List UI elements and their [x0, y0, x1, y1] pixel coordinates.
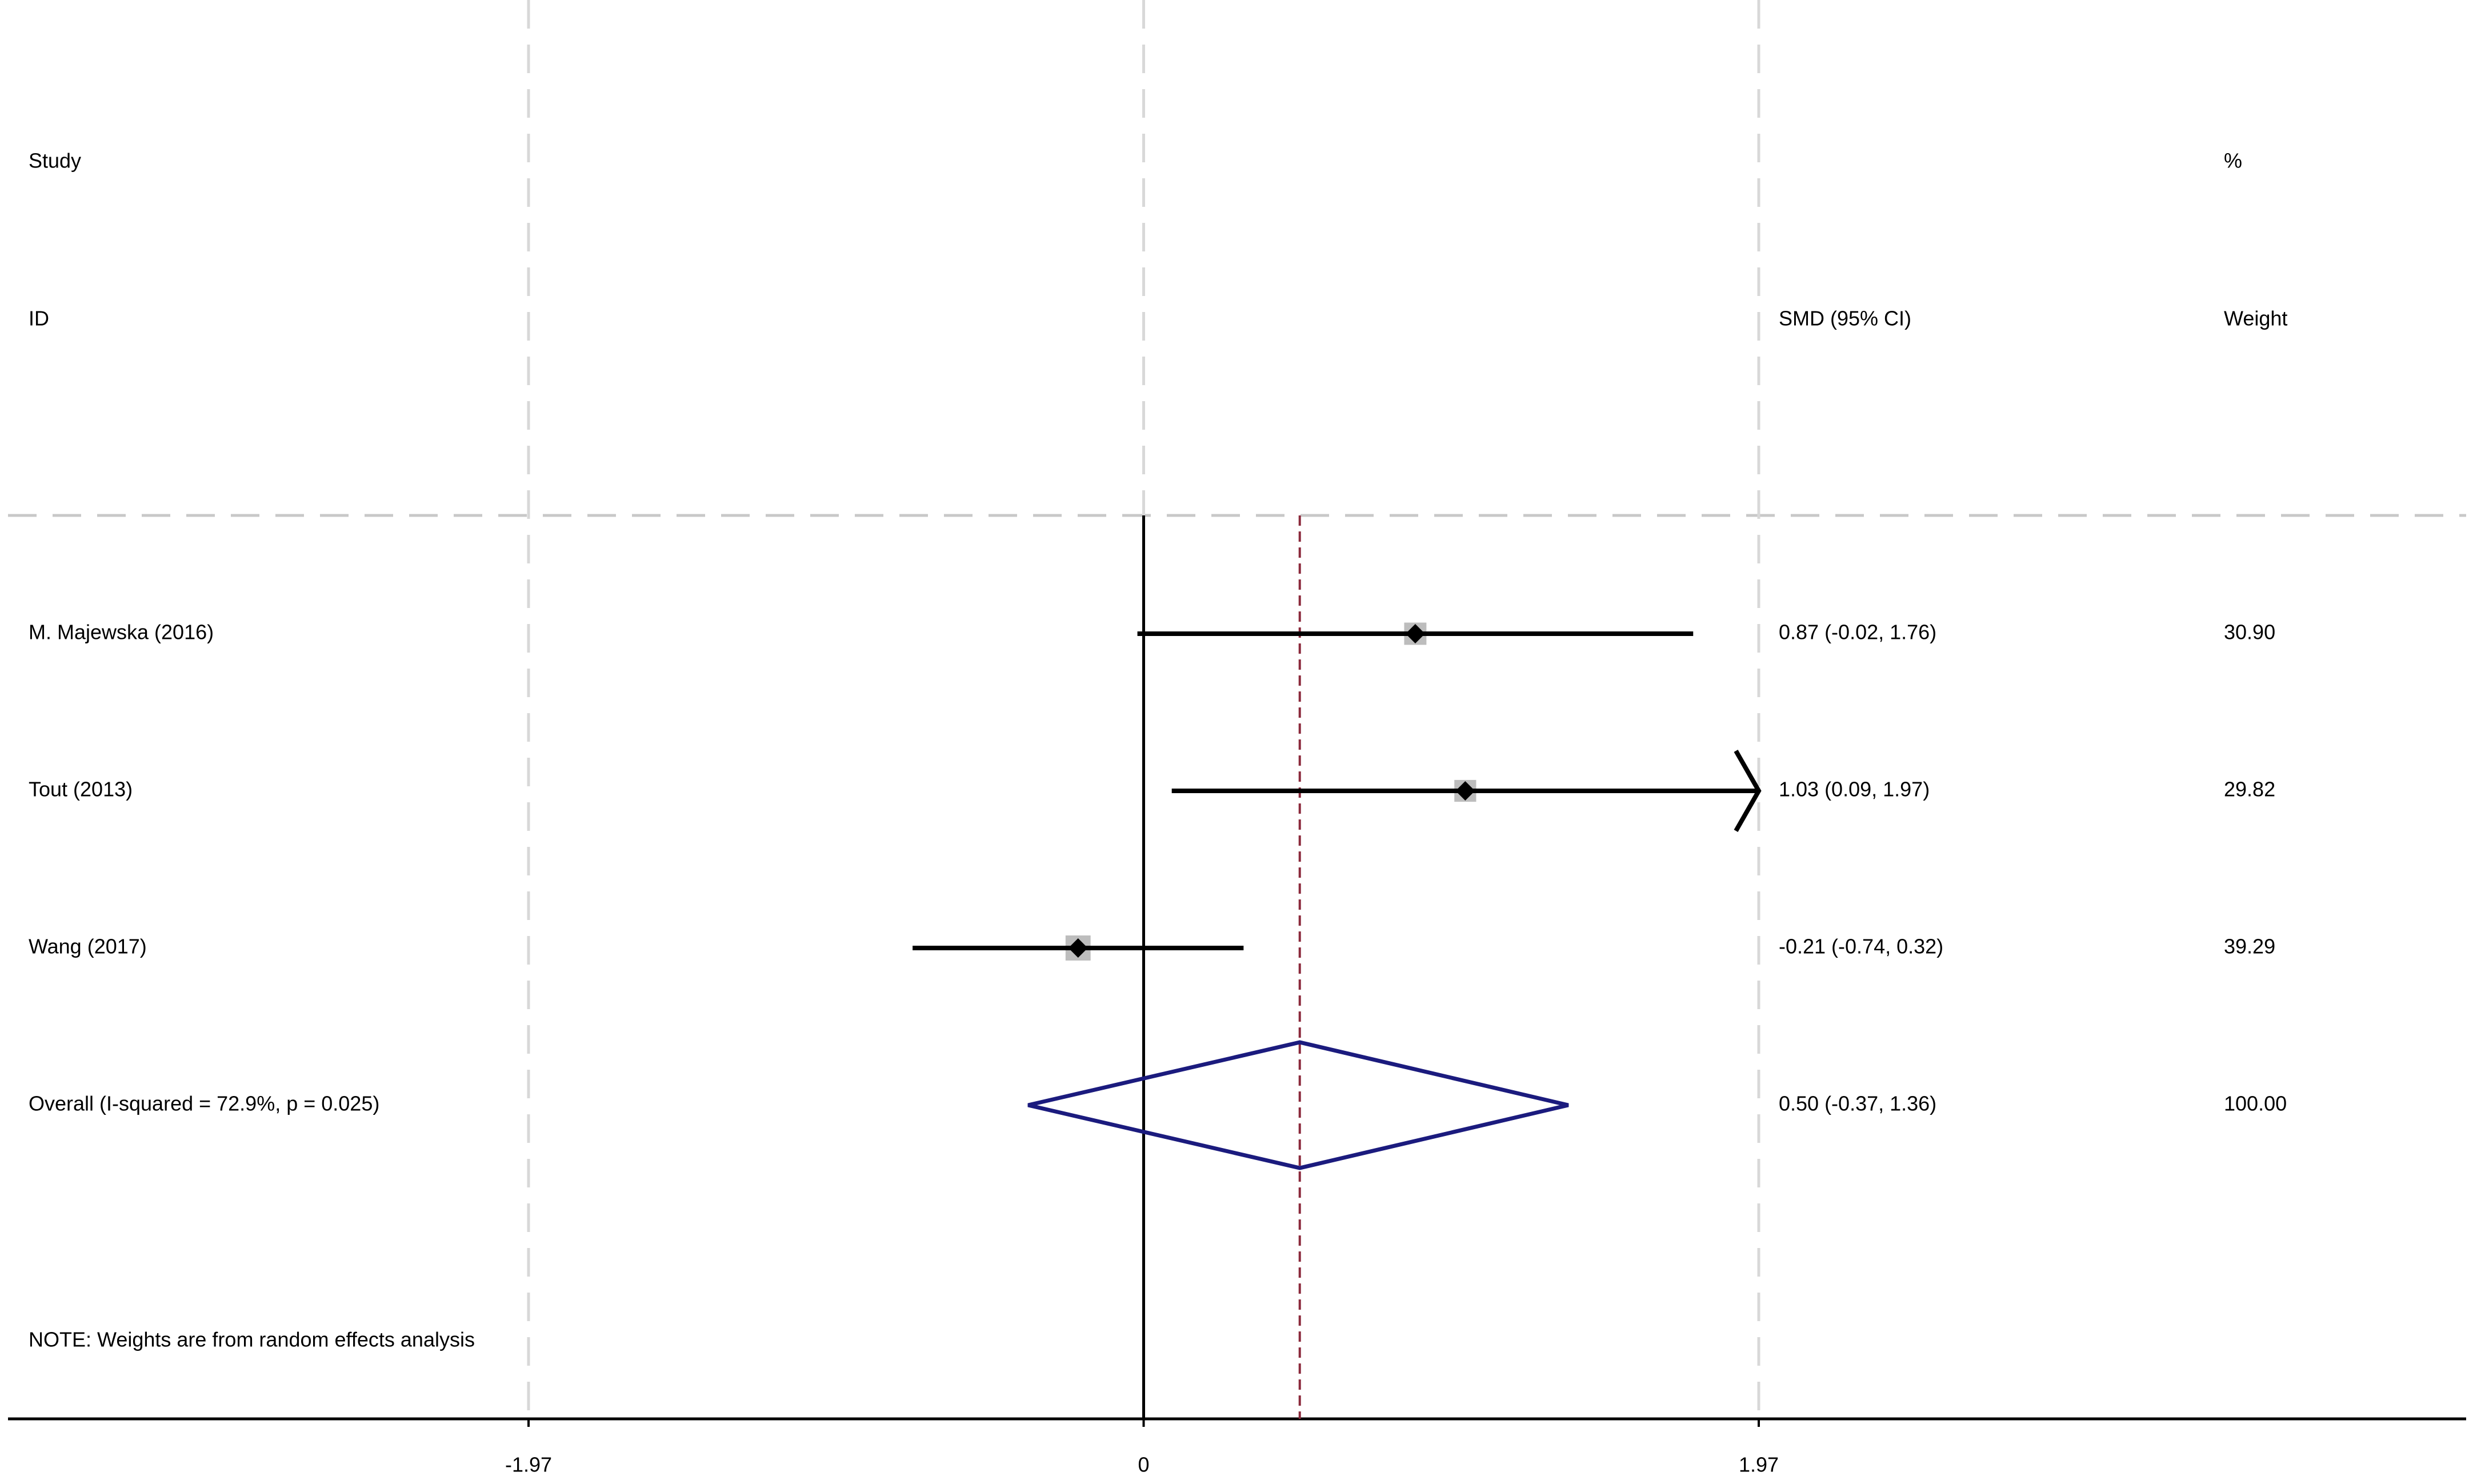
x-tick-label: 0 — [1138, 1453, 1149, 1477]
overall-diamond — [1027, 1040, 1569, 1170]
weight-label: 39.29 — [2224, 935, 2275, 958]
weight-label: 30.90 — [2224, 621, 2275, 644]
column-header: % — [2224, 149, 2242, 173]
column-header: Study — [29, 149, 81, 173]
study-label: Wang (2017) — [29, 935, 147, 958]
point-estimate — [1405, 624, 1425, 643]
overall-label: Overall (I-squared = 72.9%, p = 0.025) — [29, 1092, 379, 1115]
weight-label: 29.82 — [2224, 778, 2275, 801]
point-estimate — [1068, 938, 1088, 958]
effect-label: 0.50 (-0.37, 1.36) — [1779, 1092, 1936, 1115]
note: NOTE: Weights are from random effects an… — [29, 1328, 475, 1351]
study-label: Tout (2013) — [29, 778, 133, 801]
column-header: Weight — [2224, 307, 2287, 330]
point-estimate — [1455, 781, 1475, 801]
x-tick-label: 1.97 — [1739, 1453, 1779, 1477]
study-label: M. Majewska (2016) — [29, 621, 214, 644]
effect-label: 0.87 (-0.02, 1.76) — [1779, 621, 1936, 644]
column-header: ID — [29, 307, 49, 330]
effect-label: -0.21 (-0.74, 0.32) — [1779, 935, 1943, 958]
ci-arrow — [1734, 750, 1762, 832]
column-header: SMD (95% CI) — [1779, 307, 1911, 330]
weight-label: 100.00 — [2224, 1092, 2287, 1115]
x-tick-label: -1.97 — [505, 1453, 552, 1477]
effect-label: 1.03 (0.09, 1.97) — [1779, 778, 1930, 801]
